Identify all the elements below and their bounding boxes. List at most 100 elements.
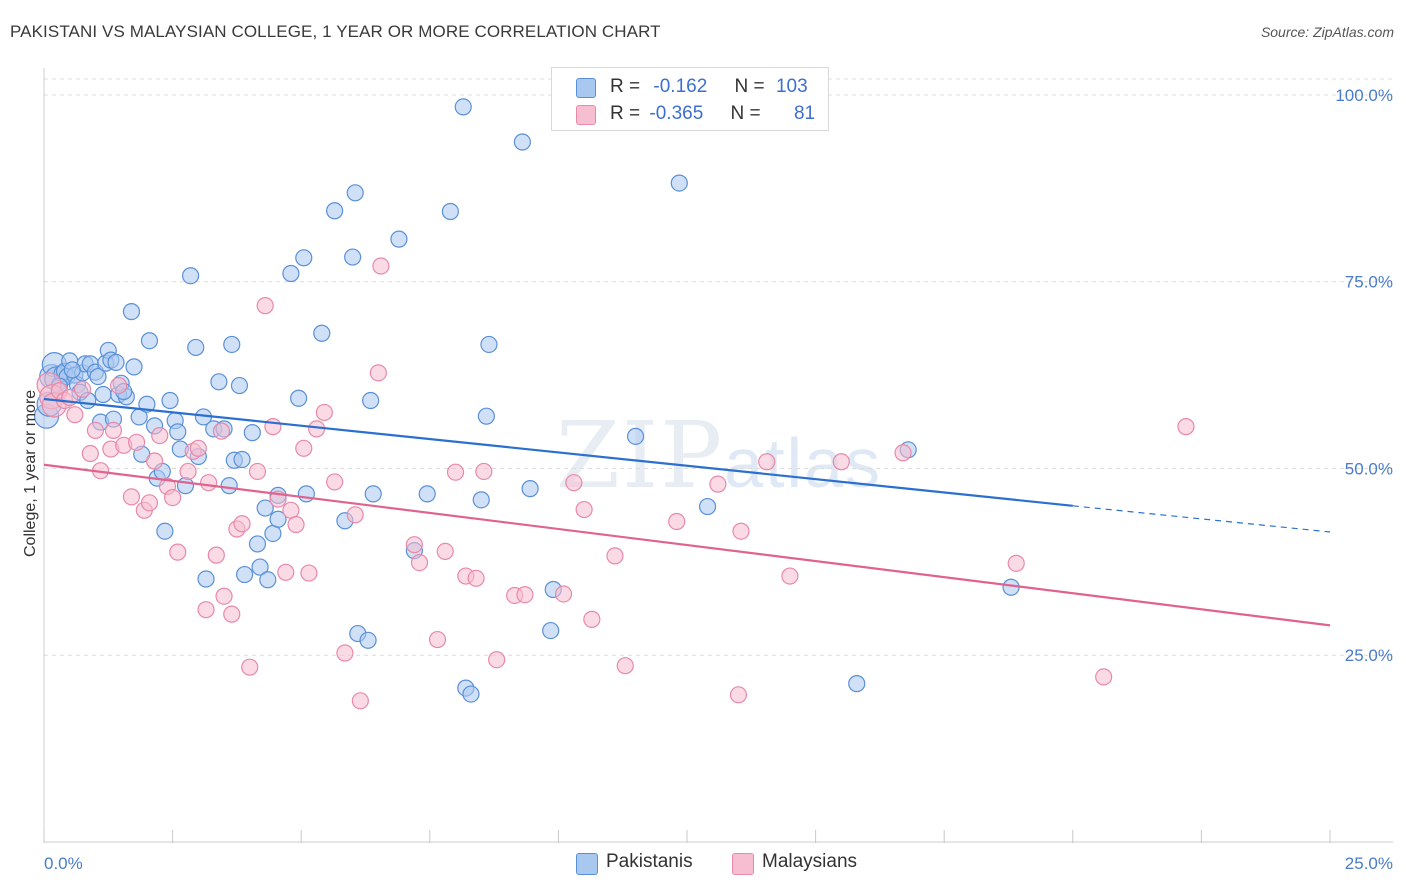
pakistanis-point xyxy=(418,485,436,503)
malaysians-point xyxy=(215,587,233,605)
malaysians-point xyxy=(405,536,423,554)
malaysians-point xyxy=(616,657,634,675)
pakistanis-point xyxy=(441,202,459,221)
trend-lines xyxy=(43,397,1331,627)
malaysians-point xyxy=(223,605,241,623)
malaysians-point xyxy=(758,453,776,471)
pakistanis-points xyxy=(33,93,1020,703)
pakistanis-point xyxy=(297,485,315,503)
malaysians-point xyxy=(207,546,225,564)
malaysians-point xyxy=(73,380,92,398)
malaysians-point xyxy=(565,474,583,492)
malaysians-point xyxy=(428,630,447,649)
malaysians-point xyxy=(256,297,274,315)
malaysians-point xyxy=(264,418,282,436)
malaysians-point xyxy=(287,515,305,534)
pakistanis-point xyxy=(251,558,269,576)
pakistanis-point xyxy=(480,335,498,354)
pakistanis-point xyxy=(542,621,560,640)
pakistanis-point xyxy=(125,358,143,376)
malaysians-point xyxy=(233,515,251,533)
pakistanis-point xyxy=(290,389,308,407)
malaysians-point xyxy=(336,644,354,662)
malaysians-point xyxy=(277,563,295,581)
pakistanis-legend-label: Pakistanis xyxy=(606,851,693,872)
pakistanis-point xyxy=(454,98,472,116)
pakistanis-point xyxy=(63,361,81,379)
malaysians-point xyxy=(109,376,128,395)
pakistanis-point xyxy=(161,391,179,410)
pakistanis-point xyxy=(848,675,866,693)
mal-r-label: R = xyxy=(610,103,641,124)
malaysians-point xyxy=(300,564,318,582)
malaysians-point xyxy=(295,439,313,457)
pakistanis-point xyxy=(259,571,277,589)
y-tick-label-25: 25.0% xyxy=(1345,646,1393,665)
malaysians-point xyxy=(488,651,506,669)
malaysians-point xyxy=(1095,668,1113,686)
malaysians-point xyxy=(169,543,187,561)
pakistanis-point xyxy=(210,373,228,391)
pakistanis-point xyxy=(472,491,490,509)
pak-r-label: R = xyxy=(610,76,641,97)
pakistanis-point xyxy=(670,174,688,192)
pakistanis-point xyxy=(169,423,187,441)
pakistanis-point xyxy=(346,184,364,202)
malaysians-trend-line xyxy=(43,463,1331,627)
pakistanis-point xyxy=(698,497,717,516)
pakistanis-point xyxy=(326,202,344,220)
malaysians-point xyxy=(709,475,727,493)
pakistanis-point xyxy=(197,570,215,588)
pakistanis-trend-line xyxy=(43,397,1073,507)
malaysians-point xyxy=(369,364,387,382)
mal-n-label: N = xyxy=(730,103,761,124)
pakistanis-point xyxy=(230,376,249,395)
source-label: Source: ZipAtlas.com xyxy=(1260,24,1394,40)
x-tick-label-start: 0.0% xyxy=(44,854,83,873)
malaysians-point xyxy=(81,444,99,463)
y-axis-label: College, 1 year or more xyxy=(22,390,39,557)
malaysians-legend-label: Malaysians xyxy=(762,851,858,872)
malaysians-point xyxy=(351,692,369,710)
pakistanis-swatch xyxy=(576,78,596,98)
malaysians-point xyxy=(164,489,182,507)
mal-n-value: 81 xyxy=(793,103,816,124)
pakistanis-point xyxy=(626,427,645,445)
malaysians-point xyxy=(554,585,573,603)
y-tick-label-75: 75.0% xyxy=(1345,273,1393,292)
malaysians-point xyxy=(516,586,534,604)
y-tick-label-100: 100.0% xyxy=(1335,86,1393,105)
pakistanis-point xyxy=(236,565,254,584)
malaysians-point xyxy=(1007,554,1025,572)
malaysians-point xyxy=(248,462,267,481)
pakistanis-point xyxy=(362,391,380,410)
pakistanis-point xyxy=(462,685,480,703)
pakistanis-point xyxy=(269,510,287,528)
chart-title: PAKISTANI VS MALAYSIAN COLLEGE, 1 YEAR O… xyxy=(10,22,661,41)
axes xyxy=(43,68,1393,843)
malaysians-point xyxy=(212,422,231,440)
pakistanis-point xyxy=(243,424,261,442)
pakistanis-point xyxy=(364,485,382,503)
tick-labels: 25.0% 50.0% 75.0% 100.0% 0.0% 25.0% xyxy=(44,86,1393,873)
malaysians-point xyxy=(575,500,593,519)
malaysians-point xyxy=(410,553,429,572)
malaysians-points xyxy=(36,257,1195,710)
pakistanis-point xyxy=(359,631,377,649)
malaysians-point xyxy=(315,403,333,422)
malaysians-point xyxy=(200,474,218,492)
malaysians-point xyxy=(668,512,686,531)
malaysians-point xyxy=(145,452,164,470)
pakistanis-point xyxy=(223,335,241,354)
pakistanis-point xyxy=(94,385,112,404)
malaysians-point xyxy=(467,569,485,587)
x-tick-label-end: 25.0% xyxy=(1345,854,1393,873)
malaysians-point xyxy=(86,421,105,439)
malaysians-point xyxy=(104,421,123,439)
pakistanis-point xyxy=(248,535,267,553)
y-tick-label-50: 50.0% xyxy=(1345,459,1393,478)
pakistanis-point xyxy=(182,267,200,285)
malaysians-point xyxy=(606,547,624,565)
malaysians-point xyxy=(832,453,850,471)
